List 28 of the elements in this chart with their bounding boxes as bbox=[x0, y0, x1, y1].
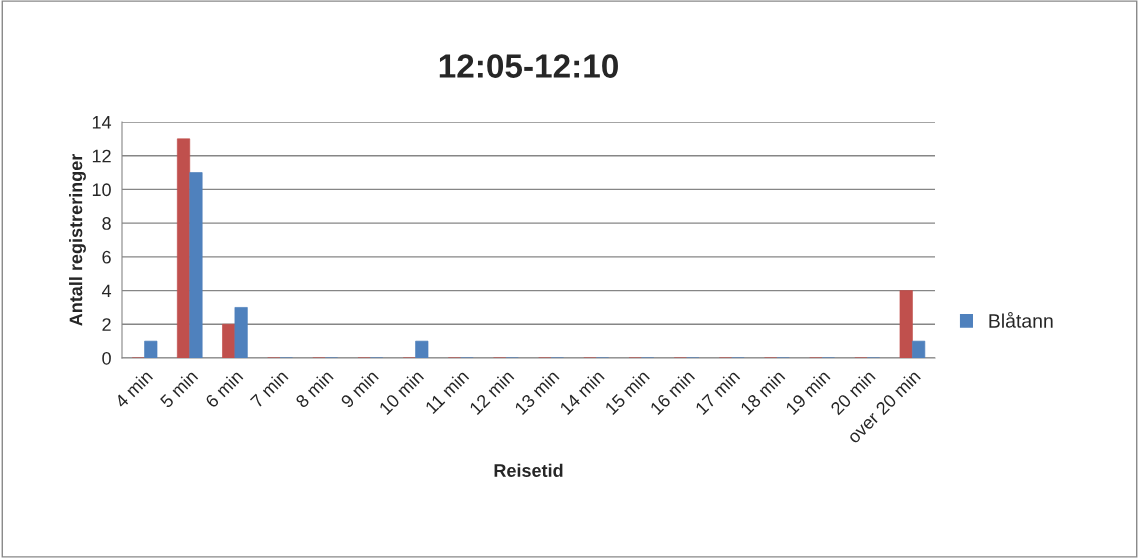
x-tick-label: 9 min bbox=[339, 369, 379, 409]
y-tick-label: 12 bbox=[92, 149, 111, 163]
y-tick-label: 8 bbox=[102, 217, 111, 230]
x-tick-label: 17 min bbox=[694, 369, 741, 416]
x-tick-label: 16 min bbox=[649, 369, 696, 416]
legend-label: Blåtann bbox=[989, 311, 1053, 328]
x-tick-label: 15 min bbox=[604, 369, 650, 416]
x-tick-label: 19 min bbox=[784, 369, 831, 416]
x-tick-label: 8 min bbox=[294, 369, 334, 409]
x-tick-label: 4 min bbox=[113, 369, 154, 409]
x-tick-label: 11 min bbox=[424, 369, 470, 415]
x-tick-label: 13 min bbox=[513, 369, 560, 416]
y-tick-label: 2 bbox=[102, 318, 111, 331]
y-tick-label: 14 bbox=[92, 116, 112, 129]
x-tick-label: 7 min bbox=[249, 369, 289, 409]
x-tick-label: 18 min bbox=[739, 369, 786, 416]
x-tick-label: 10 min bbox=[378, 369, 425, 416]
x-tick-label: 5 min bbox=[159, 369, 199, 409]
y-tick-label: 6 bbox=[102, 250, 111, 264]
x-tick-label: 12 min bbox=[468, 369, 515, 416]
y-axis-title: Antall registreringer bbox=[69, 153, 86, 326]
chart-title: 12:05-12:10 bbox=[439, 54, 618, 78]
y-tick-label: 4 bbox=[101, 284, 112, 298]
x-axis-title: Reisetid bbox=[494, 463, 563, 477]
y-tick-label: 10 bbox=[92, 183, 111, 197]
x-tick-label: 14 min bbox=[558, 369, 605, 416]
y-tick-label: 0 bbox=[102, 351, 111, 365]
x-tick-label: 6 min bbox=[204, 369, 244, 409]
